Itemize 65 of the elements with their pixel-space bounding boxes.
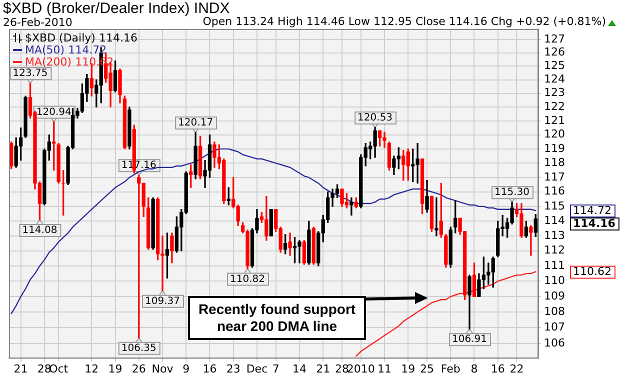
text: Open 113.24 High 114.46 Low 112.95 Close 114.16 Chg +0.92 (+0.81%) [202,15,606,28]
y-tick-label: 126 [544,46,565,59]
y-tick-label: 127 [544,32,565,46]
annotation: 114.08 [22,225,58,236]
legend-label: $XBD (Daily) 114.16 [25,31,138,44]
y-tick-label: 118 [544,156,565,170]
x-tick-label: Dec [246,362,268,376]
y-tick-label: 114 [544,214,565,227]
y-tick-label: 123 [544,86,565,100]
annotation: 109.37 [145,296,180,307]
x-tick-label: 16 [202,362,217,376]
x-tick-label: 16 [490,362,505,376]
annotation: 106.35 [121,343,156,354]
y-tick-label: 108 [544,304,565,318]
x-tick-label: 26 [132,362,146,376]
x-tick-label: 19 [401,362,416,376]
annotation: 120.17 [178,118,214,129]
x-tick-label: 21 [316,362,330,376]
callout-frame: Recently found support near 200 DMA line [188,296,366,340]
annotation: 120.94 [36,106,72,118]
x-tick-label: 2010 [346,362,375,376]
x-tick-label: 12 [84,362,99,376]
x-tick-label: 28 [334,362,349,376]
text: 110.62 [573,265,612,278]
candlestick [269,209,273,236]
chart-title: $XBD (Broker/Dealer Index) INDX [3,0,230,17]
y-tick-label: 120 [544,128,565,141]
y-tick-label: 122 [544,100,565,113]
y-tick-label: 109 [544,289,565,302]
x-tick-label: 9 [182,362,190,376]
x-tick-label: Feb [440,362,460,376]
y-tick-label: 115 [544,199,565,212]
x-tick-label: 19 [108,362,122,376]
x-tick-label: 8 [470,362,478,376]
y-tick-label: 107 [544,320,565,334]
annotation: 123.75 [12,68,48,80]
y-tick-label: 110 [544,274,565,288]
text: 114.72 [573,204,612,217]
annotation: 120.53 [358,112,393,124]
annotation: 106.91 [452,334,488,346]
y-tick-label: 124 [544,72,565,86]
x-tick-label: 21 [14,362,28,376]
chart-subtitle: 26-Feb-2010 [3,16,72,29]
x-tick-label: Oct [49,362,69,376]
y-tick-label: 117 [544,170,565,184]
x-tick-label: 23 [226,362,240,376]
x-tick-label: 7 [272,362,280,376]
annotation: 115.30 [494,187,530,198]
annotation: Recently found support near 200 DMA line [197,301,357,335]
x-tick-label: 28 [37,362,52,376]
x-tick-label: 22 [510,362,524,376]
x-tick-label: 11 [377,362,392,376]
x-tick-label: 25 [420,362,434,376]
x-tick-label: Nov [152,362,174,376]
y-tick-label: 111 [544,258,565,272]
y-tick-label: 106 [544,336,565,350]
y-tick-label: 121 [544,114,565,127]
text: 114.16 [573,216,616,230]
y-tick-label: 112 [544,244,565,257]
y-tick-label: 125 [544,59,565,72]
y-tick-label: 119 [544,142,565,155]
annotation: 110.82 [230,274,266,285]
y-tick-label: 116 [544,184,565,198]
y-tick-label: 113 [544,228,565,242]
x-tick-label: 14 [292,362,306,376]
